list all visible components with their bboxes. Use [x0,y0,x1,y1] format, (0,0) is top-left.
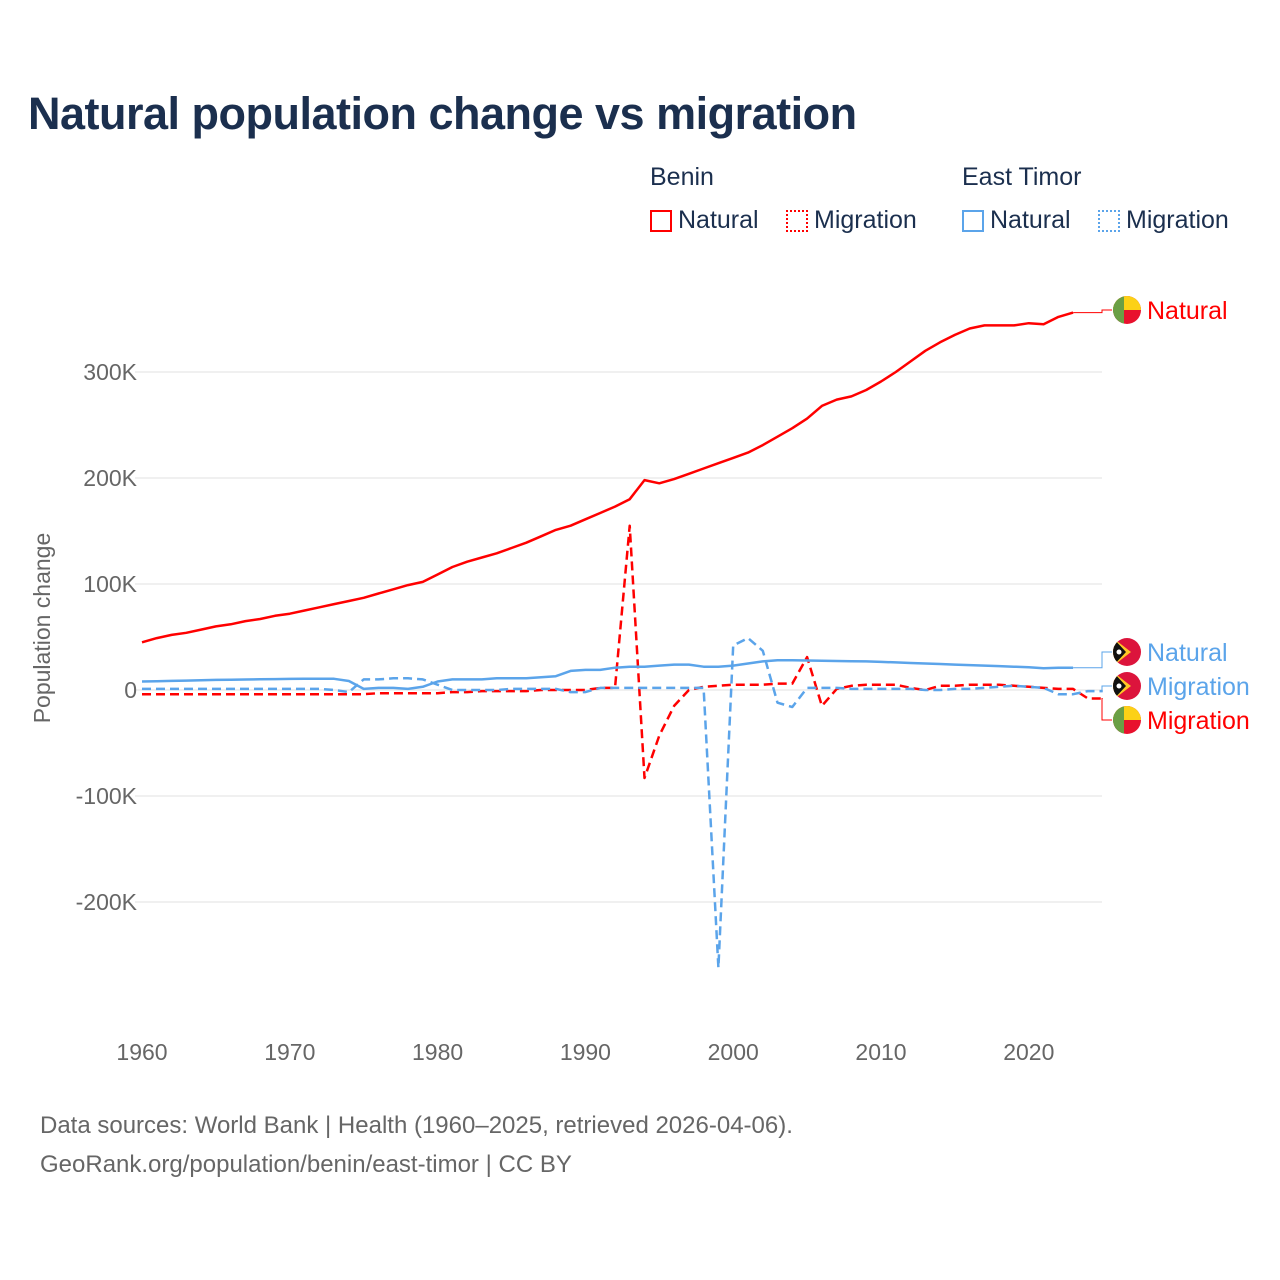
label-connector [1101,685,1112,692]
y-tick-label: 300K [83,359,137,385]
x-tick-label: 1970 [264,1039,315,1065]
legend-east-timor-migration[interactable]: Migration [1098,206,1229,235]
label-connector [1073,309,1112,314]
legend-swatch-solid [650,209,672,232]
legend-benin-migration[interactable]: Migration [786,206,917,235]
series-line-east-timor-natural [141,659,1074,691]
x-tick-label: 2000 [708,1039,759,1065]
x-tick-label: 1990 [560,1039,611,1065]
footer-attribution[interactable]: GeoRank.org/population/benin/east-timor … [40,1151,572,1178]
legend-group-benin: Benin [650,163,714,191]
footer: Data sources: World Bank | Health (1960–… [40,1106,793,1184]
series-end-label: Migration [1147,673,1250,701]
y-tick-label: -200K [76,889,138,915]
y-tick-label: 100K [83,571,137,597]
x-tick-label: 1980 [412,1039,463,1065]
benin-flag-icon [1113,706,1141,734]
legend-label: Natural [678,206,759,234]
label-connector [1101,697,1112,721]
series-end-label: Natural [1147,297,1228,325]
x-tick-label: 2020 [1003,1039,1054,1065]
series-end-label: Natural [1147,639,1228,667]
legend-group-east-timor: East Timor [962,163,1082,191]
label-connector [1073,651,1112,669]
east-timor-flag-icon [1113,672,1141,700]
y-axis-label: Population change [29,533,55,724]
legend-swatch-dotted [1098,209,1120,232]
legend-swatch-dotted [786,209,808,232]
legend-label: Migration [1126,206,1229,234]
legend-swatch-solid [962,209,984,232]
legend-label: Migration [814,206,917,234]
series-line-east-timor-migration [142,636,1103,969]
y-tick-label: 0 [124,677,137,703]
x-tick-label: 1960 [116,1039,167,1065]
east-timor-flag-icon [1113,638,1141,666]
legend-label: Natural [990,206,1071,234]
legend-east-timor-natural[interactable]: Natural [962,206,1071,235]
chart-title: Natural population change vs migration [28,88,857,139]
legend-benin-natural[interactable]: Natural [650,206,759,235]
x-tick-label: 2010 [855,1039,906,1065]
y-tick-label: 200K [83,465,137,491]
series-end-label: Migration [1147,707,1250,735]
benin-flag-icon [1113,296,1141,324]
series-line-benin-migration [142,524,1103,780]
series-line-benin-natural [141,311,1074,644]
y-tick-label: -100K [76,783,138,809]
footer-sources: Data sources: World Bank | Health (1960–… [40,1112,793,1139]
